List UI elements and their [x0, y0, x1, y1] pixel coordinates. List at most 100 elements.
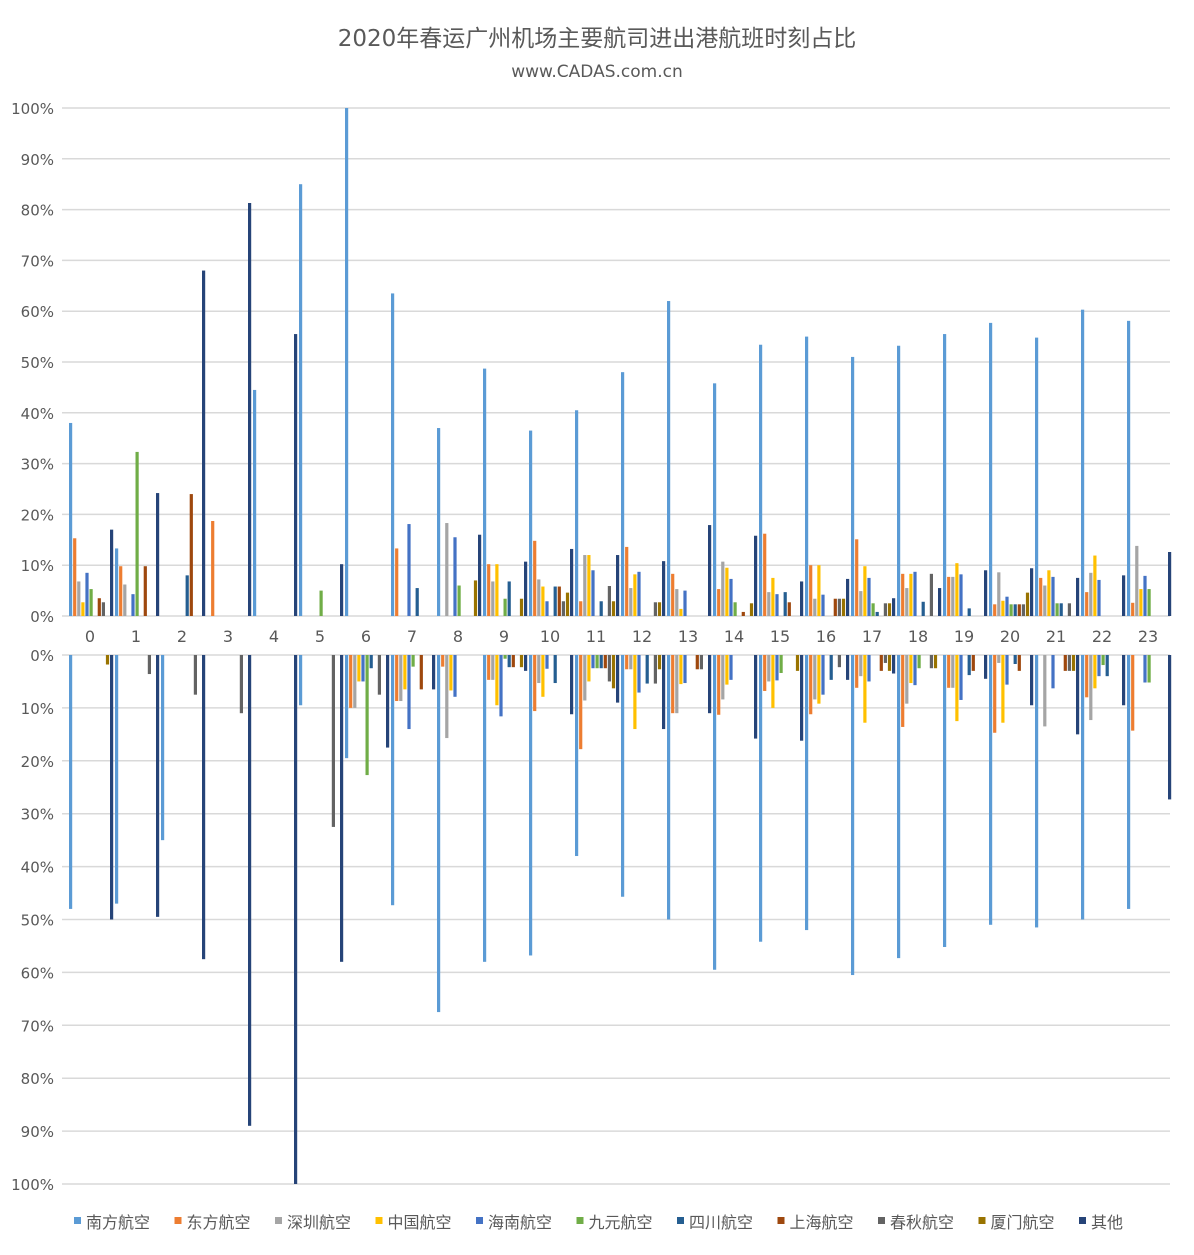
bar-upper	[583, 555, 587, 616]
bar-lower	[1127, 655, 1131, 909]
bar-lower	[851, 655, 855, 976]
bar-upper	[754, 535, 758, 616]
x-tick-label: 23	[1138, 627, 1158, 646]
bar-lower	[369, 655, 373, 669]
bar-upper	[483, 368, 487, 616]
bar-lower	[357, 655, 361, 682]
bar-lower	[1051, 655, 1055, 689]
x-tick-label: 10	[540, 627, 560, 646]
bar-lower	[951, 655, 955, 688]
bar-upper	[587, 555, 591, 616]
bar-upper	[855, 539, 859, 616]
bar-lower	[713, 655, 717, 970]
bar-lower	[805, 655, 809, 931]
bar-upper	[905, 588, 909, 616]
bar-upper	[599, 601, 603, 616]
bar-upper	[629, 588, 633, 616]
bar-lower	[729, 655, 733, 680]
bar-lower	[813, 655, 817, 700]
bar-lower	[779, 655, 783, 673]
bar-lower	[879, 655, 883, 671]
bar-upper	[947, 576, 951, 616]
bar-lower	[616, 655, 620, 703]
bar-upper	[800, 581, 804, 616]
bar-upper	[713, 383, 717, 616]
y-tick-upper: 20%	[21, 506, 54, 524]
bar-upper	[445, 523, 449, 616]
bar-upper	[407, 524, 411, 616]
bar-upper	[1017, 604, 1021, 616]
legend-swatch	[275, 1217, 282, 1224]
y-tick-lower: 0%	[30, 647, 54, 665]
bar-upper	[851, 356, 855, 616]
bar-upper	[570, 548, 574, 616]
bar-upper	[1051, 576, 1055, 616]
bar-upper	[537, 579, 541, 616]
bar-upper	[892, 598, 896, 616]
legend-label: 东方航空	[187, 1213, 251, 1232]
bar-upper	[135, 451, 139, 616]
bar-lower	[1043, 655, 1047, 727]
bar-upper	[253, 389, 257, 616]
bar-lower	[621, 655, 625, 897]
bar-lower	[495, 655, 499, 706]
bar-lower	[629, 655, 633, 670]
bar-upper	[729, 578, 733, 616]
bar-lower	[529, 655, 533, 956]
bar-lower	[1030, 655, 1034, 706]
bar-lower	[667, 655, 671, 920]
bar-upper	[783, 592, 787, 616]
y-tick-upper: 30%	[21, 456, 54, 474]
bar-lower	[491, 655, 495, 680]
bar-lower	[156, 655, 160, 917]
bar-upper	[662, 561, 666, 616]
bar-lower	[721, 655, 725, 700]
bar-lower	[846, 655, 850, 680]
bar-lower	[989, 655, 993, 925]
bar-upper	[967, 608, 971, 616]
bar-lower	[817, 655, 821, 704]
bar-upper	[1043, 585, 1047, 616]
bar-upper	[1139, 589, 1143, 616]
bar-upper	[909, 573, 913, 616]
x-tick-label: 3	[223, 627, 233, 646]
bar-upper	[487, 564, 491, 616]
bar-upper	[1093, 555, 1097, 616]
bar-lower	[883, 655, 887, 663]
bar-lower	[679, 655, 683, 685]
bar-upper	[391, 293, 395, 616]
legend-label: 厦门航空	[991, 1213, 1055, 1232]
bar-upper	[115, 548, 119, 616]
bar-lower	[1067, 655, 1071, 671]
bar-upper	[565, 592, 570, 616]
bar-lower	[863, 655, 867, 723]
bar-lower	[905, 655, 909, 704]
bar-lower	[967, 655, 971, 676]
legend-label: 其他	[1091, 1213, 1123, 1232]
bar-upper	[733, 602, 737, 616]
bar-lower	[829, 655, 833, 680]
bars	[69, 108, 1172, 1184]
bar-upper	[294, 334, 298, 616]
bar-upper	[887, 603, 892, 616]
bar-upper	[813, 598, 817, 616]
bar-lower	[943, 655, 947, 948]
gridlines	[62, 107, 1170, 1185]
bar-upper	[657, 602, 662, 616]
y-tick-lower: 30%	[21, 806, 54, 824]
bar-upper	[1030, 568, 1034, 616]
bar-lower	[955, 655, 959, 722]
bar-lower	[541, 655, 545, 697]
x-tick-label: 1	[131, 627, 141, 646]
bar-lower	[759, 655, 763, 942]
bar-lower	[993, 655, 997, 733]
bar-upper	[89, 589, 93, 616]
bar-upper	[185, 575, 189, 616]
bar-lower	[1105, 655, 1109, 677]
bar-lower	[591, 655, 595, 669]
bar-upper	[1131, 602, 1135, 616]
bar-lower	[1101, 655, 1105, 666]
legend-swatch	[677, 1217, 684, 1224]
bar-upper	[1127, 320, 1131, 616]
bar-upper	[897, 345, 901, 616]
